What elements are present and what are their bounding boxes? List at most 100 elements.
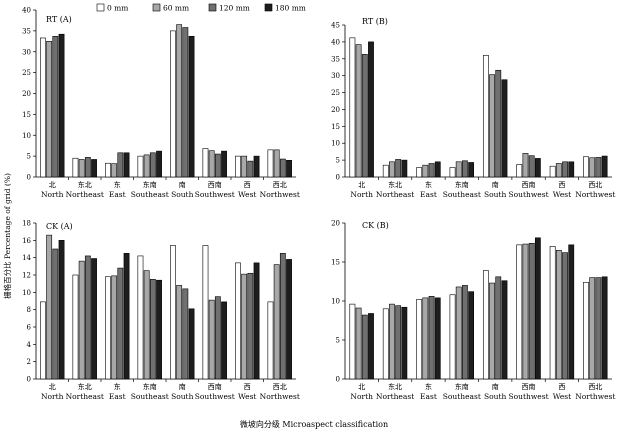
chart-panel: 024681012141618北North东北Northeast东East东南S… <box>22 220 300 402</box>
x-tick-label: Southeast <box>443 190 481 199</box>
x-tick-label: North <box>41 190 64 199</box>
bar <box>522 243 529 380</box>
bar <box>428 163 435 178</box>
bar <box>534 158 541 178</box>
bar <box>368 313 374 380</box>
bar <box>601 276 608 380</box>
bar <box>534 237 541 380</box>
y-tick-label: 6 <box>27 324 32 332</box>
x-tick-label-cn: 南 <box>492 180 499 189</box>
bar <box>247 160 254 178</box>
bar <box>355 307 362 380</box>
bar <box>273 264 280 380</box>
y-tick-label: 0 <box>27 376 31 384</box>
x-tick-label: West <box>238 190 256 199</box>
bar <box>176 24 183 178</box>
bar <box>149 152 156 178</box>
y-tick-label: 12 <box>22 272 31 280</box>
bar <box>389 303 395 380</box>
legend: 0 mm 60 mm 120 mm 180 mm <box>96 3 306 13</box>
x-tick-label-cn: 东北 <box>388 180 402 189</box>
y-axis-label: 栅格百分比 Percentage of grid (%) <box>2 173 12 299</box>
bar <box>84 157 91 178</box>
bar <box>583 156 589 178</box>
bar <box>482 55 489 178</box>
x-tick-label: Southeast <box>131 392 169 401</box>
x-tick-label: East <box>109 392 126 401</box>
bar <box>137 255 144 380</box>
x-tick-label-cn: 北 <box>49 181 56 189</box>
bar <box>395 159 402 178</box>
bar <box>389 161 395 178</box>
legend-swatch <box>152 3 161 12</box>
bar <box>382 164 389 178</box>
x-tick-label-cn: 西 <box>558 181 565 189</box>
bar <box>40 301 46 380</box>
bar <box>583 281 589 380</box>
bar <box>188 308 195 380</box>
x-tick-label-cn: 西北 <box>588 383 602 391</box>
x-tick-label-cn: 东北 <box>78 382 92 391</box>
bar <box>176 285 183 380</box>
y-tick-label: 16 <box>22 237 31 245</box>
panel-title: RT (A) <box>46 15 72 24</box>
x-tick-label-cn: 西北 <box>273 383 287 391</box>
y-tick-label: 10 <box>331 298 340 306</box>
x-tick-label-cn: 西 <box>244 383 251 391</box>
bar <box>568 244 575 380</box>
bar <box>528 242 535 380</box>
bar <box>137 155 144 178</box>
bar <box>221 301 227 380</box>
bar <box>208 150 215 178</box>
bar <box>549 165 556 178</box>
bar <box>253 262 260 380</box>
y-tick-label: 14 <box>22 254 31 262</box>
bar <box>568 161 575 178</box>
y-tick-label: 45 <box>331 22 340 30</box>
bar <box>382 308 389 380</box>
x-tick-label: South <box>484 392 506 401</box>
bar <box>468 162 475 178</box>
bar <box>40 37 46 178</box>
bar <box>349 37 356 178</box>
bar <box>58 240 65 380</box>
bar <box>422 297 429 380</box>
x-tick-label-cn: 东 <box>114 180 121 189</box>
y-tick-label: 20 <box>331 220 340 228</box>
y-tick-label: 0 <box>27 174 31 182</box>
bar <box>416 167 423 178</box>
x-tick-label: East <box>420 190 437 199</box>
panel-title: CK (B) <box>362 221 389 230</box>
legend-swatch <box>208 3 217 12</box>
bar <box>241 273 248 380</box>
bar <box>468 291 475 380</box>
bar <box>434 161 441 178</box>
bar <box>495 276 502 380</box>
bar <box>589 277 596 380</box>
x-tick-label: Southeast <box>131 190 169 199</box>
x-tick-label-cn: 西 <box>244 181 251 189</box>
bar <box>286 160 292 178</box>
x-tick-label-cn: 西南 <box>208 180 222 189</box>
bar <box>455 161 462 178</box>
x-tick-label-cn: 西南 <box>522 180 536 189</box>
legend-label: 120 mm <box>219 4 250 13</box>
bar <box>361 314 368 380</box>
bar <box>549 246 556 380</box>
legend-label: 60 mm <box>163 4 189 13</box>
bar <box>46 41 53 178</box>
bar <box>235 262 241 380</box>
legend-swatch <box>264 3 273 12</box>
legend-label: 0 mm <box>107 4 128 13</box>
y-tick-label: 8 <box>27 306 31 314</box>
x-tick-label-cn: 西北 <box>273 181 287 189</box>
bar <box>84 255 91 380</box>
bar <box>449 294 456 380</box>
legend-swatch <box>96 3 105 12</box>
y-tick-label: 18 <box>22 220 31 228</box>
bar <box>455 286 462 380</box>
bar <box>52 36 59 178</box>
bar <box>111 275 118 380</box>
